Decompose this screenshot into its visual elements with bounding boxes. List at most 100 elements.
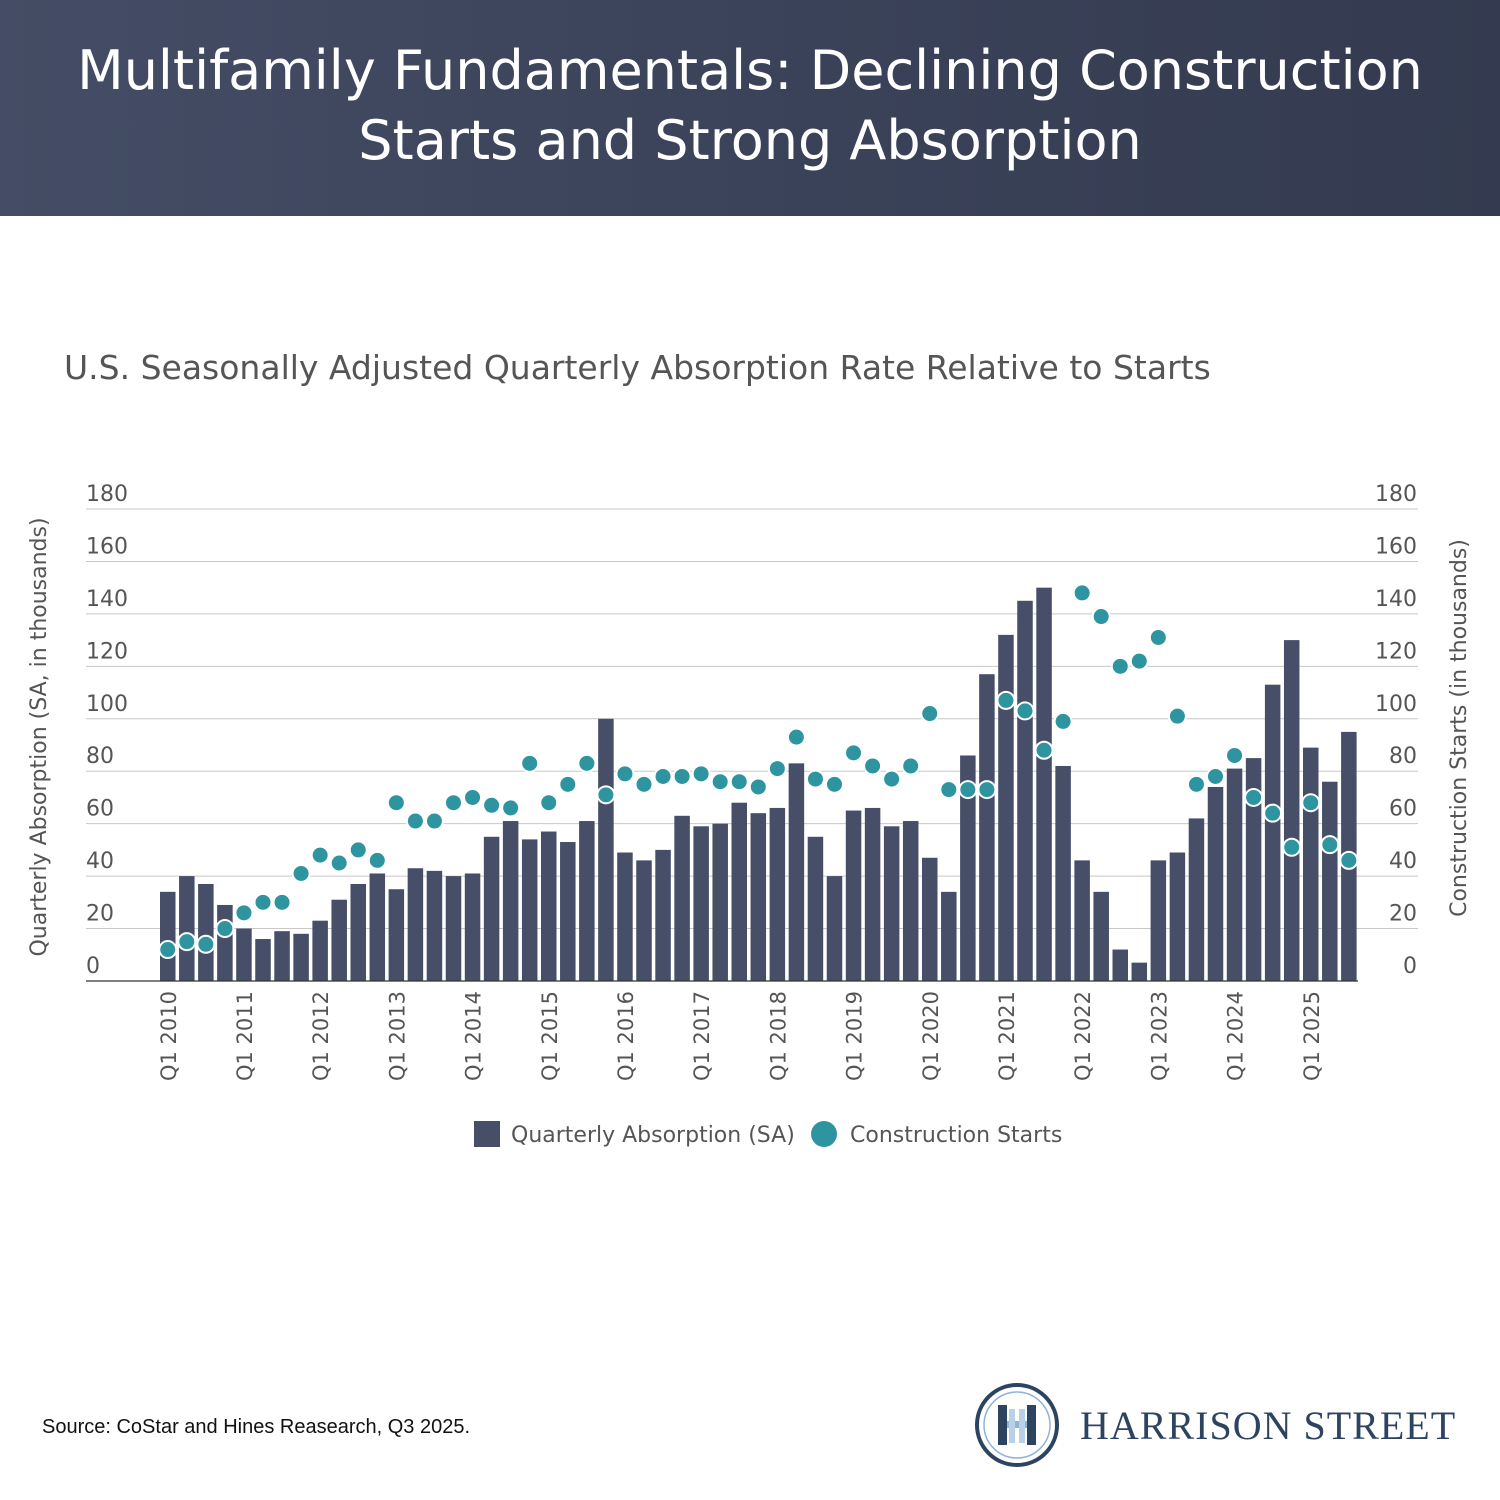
absorption-bar (617, 852, 633, 981)
absorption-bar (788, 763, 805, 981)
absorption-bar (541, 831, 557, 981)
absorption-bar (1169, 852, 1186, 981)
absorption-bar (807, 836, 824, 981)
y-tick-label-right: 20 (1389, 902, 1417, 927)
y-axis-right-label: Construction Starts (in thousands) (1447, 539, 1472, 917)
construction-starts-point (501, 798, 521, 818)
construction-starts-point (1186, 774, 1206, 794)
construction-starts-point (958, 780, 978, 800)
y-tick-label-right: 120 (1375, 639, 1417, 664)
absorption-bar (579, 821, 595, 981)
absorption-bar (712, 823, 728, 981)
construction-starts-point (996, 690, 1016, 710)
construction-starts-point (1263, 803, 1283, 823)
construction-starts-point (901, 756, 921, 776)
construction-starts-point (444, 793, 463, 813)
logo-text: HARRISON STREET (1080, 1403, 1457, 1448)
x-tick-label: Q1 2023 (1147, 991, 1171, 1081)
absorption-bar (769, 807, 786, 981)
construction-starts-point (672, 766, 692, 786)
y-tick-label-left: 180 (86, 482, 128, 507)
absorption-bar (731, 802, 747, 981)
absorption-bar (1322, 781, 1338, 981)
absorption-bar (160, 891, 176, 981)
absorption-bar (1112, 949, 1128, 981)
page-title-line-2: Starts and Strong Absorption (358, 109, 1142, 172)
y-tick-label-left: 60 (86, 797, 114, 822)
construction-starts-point (177, 932, 197, 952)
logo-mark-icon (975, 1383, 1059, 1467)
x-tick-label: Q1 2011 (233, 991, 257, 1081)
absorption-bar (636, 860, 652, 981)
construction-starts-point (1072, 583, 1092, 603)
y-tick-label-left: 140 (86, 587, 128, 612)
x-tick-label: Q1 2021 (995, 991, 1019, 1081)
construction-starts-point (844, 743, 864, 763)
construction-starts-point (863, 756, 883, 776)
x-tick-label: Q1 2022 (1071, 991, 1095, 1081)
construction-starts-point (729, 772, 749, 792)
construction-starts-point (482, 795, 502, 815)
absorption-bar (293, 933, 309, 981)
construction-starts-point (1301, 793, 1321, 813)
construction-starts-point (710, 772, 730, 792)
x-tick-label: Q1 2025 (1300, 991, 1324, 1081)
absorption-bar (922, 857, 938, 981)
construction-starts-point (653, 766, 673, 786)
construction-starts-point (1110, 656, 1130, 676)
absorption-bar (1036, 587, 1052, 981)
absorption-bar (960, 755, 976, 981)
absorption-bar (1017, 600, 1033, 981)
x-tick-label: Q1 2024 (1224, 991, 1248, 1081)
absorption-bar (198, 883, 214, 981)
construction-starts-point (234, 903, 254, 923)
construction-starts-point (615, 764, 635, 784)
construction-starts-point (1015, 701, 1035, 721)
absorption-bar (388, 889, 405, 981)
construction-starts-point (329, 853, 349, 873)
absorption-bar (1055, 765, 1071, 981)
y-tick-label-right: 160 (1375, 534, 1417, 559)
absorption-bar (598, 718, 614, 981)
y-tick-label-right: 140 (1375, 587, 1417, 612)
legend-bar-label: Quarterly Absorption (SA) (511, 1123, 795, 1148)
absorption-bar (236, 928, 252, 981)
construction-starts-point (1034, 740, 1054, 760)
absorption-bar (1131, 962, 1148, 981)
legend: Quarterly Absorption (SA) Construction S… (474, 1121, 1062, 1148)
page-title-line-1: Multifamily Fundamentals: Declining Cons… (77, 39, 1423, 102)
x-tick-label: Q1 2013 (385, 991, 409, 1081)
absorption-bar (1303, 747, 1319, 981)
absorption-bar (750, 813, 767, 981)
absorption-bar (445, 876, 462, 981)
construction-starts-point (1206, 766, 1225, 786)
construction-starts-point (196, 934, 216, 954)
construction-starts-point (1282, 837, 1302, 857)
y-axis-left-label: Quarterly Absorption (SA, in thousands) (27, 517, 52, 956)
absorption-bar (369, 873, 386, 981)
construction-starts-point (634, 774, 654, 794)
absorption-bar (998, 634, 1014, 981)
source-note: Source: CoStar and Hines Reasearch, Q3 2… (42, 1416, 471, 1438)
chart: 0 20 40 60 80 100 120 140 160 180 0 20 40 60 80 100 120… (27, 482, 1472, 1148)
construction-starts-point (272, 892, 292, 912)
construction-starts-point (558, 774, 578, 794)
construction-starts-point (1091, 607, 1111, 627)
x-tick-label: Q1 2016 (614, 991, 638, 1081)
absorption-bar (483, 836, 500, 981)
absorption-bar (1245, 758, 1262, 981)
construction-starts-point (386, 793, 406, 813)
absorption-bar (674, 815, 690, 981)
construction-starts-point (424, 811, 444, 831)
construction-starts-point (691, 764, 711, 784)
x-tick-label: Q1 2012 (309, 991, 333, 1081)
construction-starts-point (1053, 711, 1073, 731)
absorption-bar (407, 868, 424, 981)
y-tick-label-right: 80 (1389, 744, 1417, 769)
construction-starts-point (367, 850, 387, 870)
x-tick-label: Q1 2014 (462, 991, 486, 1081)
absorption-bar (1207, 786, 1224, 981)
absorption-bar (845, 810, 862, 981)
y-tick-label-right: 100 (1375, 692, 1417, 717)
absorption-bar (312, 920, 328, 981)
